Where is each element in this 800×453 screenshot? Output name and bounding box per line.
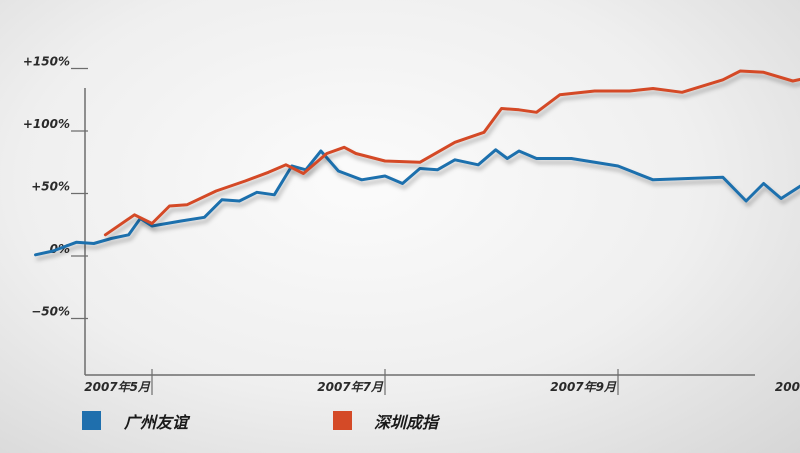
legend-label-guangzhou: 广州友谊 [123, 413, 191, 432]
series-line-guangzhou [34, 148, 800, 257]
legend: 广州友谊 深圳成指 [82, 411, 441, 432]
legend-swatch-guangzhou [82, 411, 101, 430]
y-tick-label: +150% [23, 55, 70, 69]
x-axis-ticks: 2007年5月2007年7月2007年9月2007年11月2008年1月2008… [84, 369, 800, 395]
y-axis-ticks: +150%+100%+50%0%−50% [23, 55, 88, 320]
x-tick-label: 2007年9月 [550, 380, 617, 394]
x-tick-label: 2007年5月 [84, 380, 151, 394]
y-tick-label: +50% [31, 180, 70, 194]
legend-swatch-shenzhen [333, 411, 352, 430]
legend-label-shenzhen: 深圳成指 [374, 413, 441, 432]
y-tick-label: −50% [31, 305, 70, 319]
x-tick-label: 2007年11月 [775, 380, 800, 394]
y-tick-label: +100% [23, 117, 70, 131]
x-tick-label: 2007年7月 [317, 380, 384, 394]
series-line-shenzhen [103, 69, 800, 237]
series-layer [34, 69, 800, 257]
